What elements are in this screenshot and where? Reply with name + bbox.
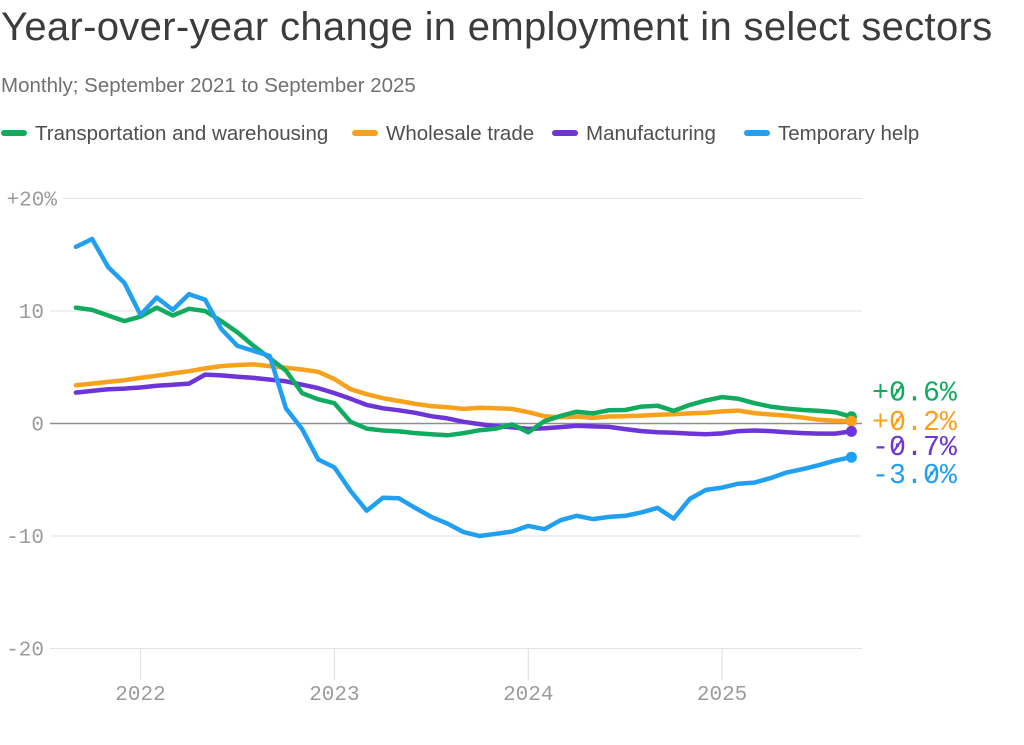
svg-text:2023: 2023	[309, 684, 359, 707]
svg-text:+20%: +20%	[7, 190, 58, 213]
svg-text:-0.7%: -0.7%	[872, 432, 957, 464]
svg-text:+0.6%: +0.6%	[872, 378, 957, 410]
svg-text:+0.2%: +0.2%	[872, 407, 957, 439]
svg-text:-10: -10	[6, 527, 44, 550]
svg-text:2024: 2024	[503, 684, 553, 707]
svg-text:10: 10	[19, 302, 44, 325]
svg-text:0: 0	[31, 415, 44, 438]
svg-text:-20: -20	[6, 640, 44, 663]
svg-text:2025: 2025	[697, 684, 747, 707]
svg-text:-3.0%: -3.0%	[872, 460, 957, 492]
svg-text:2022: 2022	[115, 684, 165, 707]
